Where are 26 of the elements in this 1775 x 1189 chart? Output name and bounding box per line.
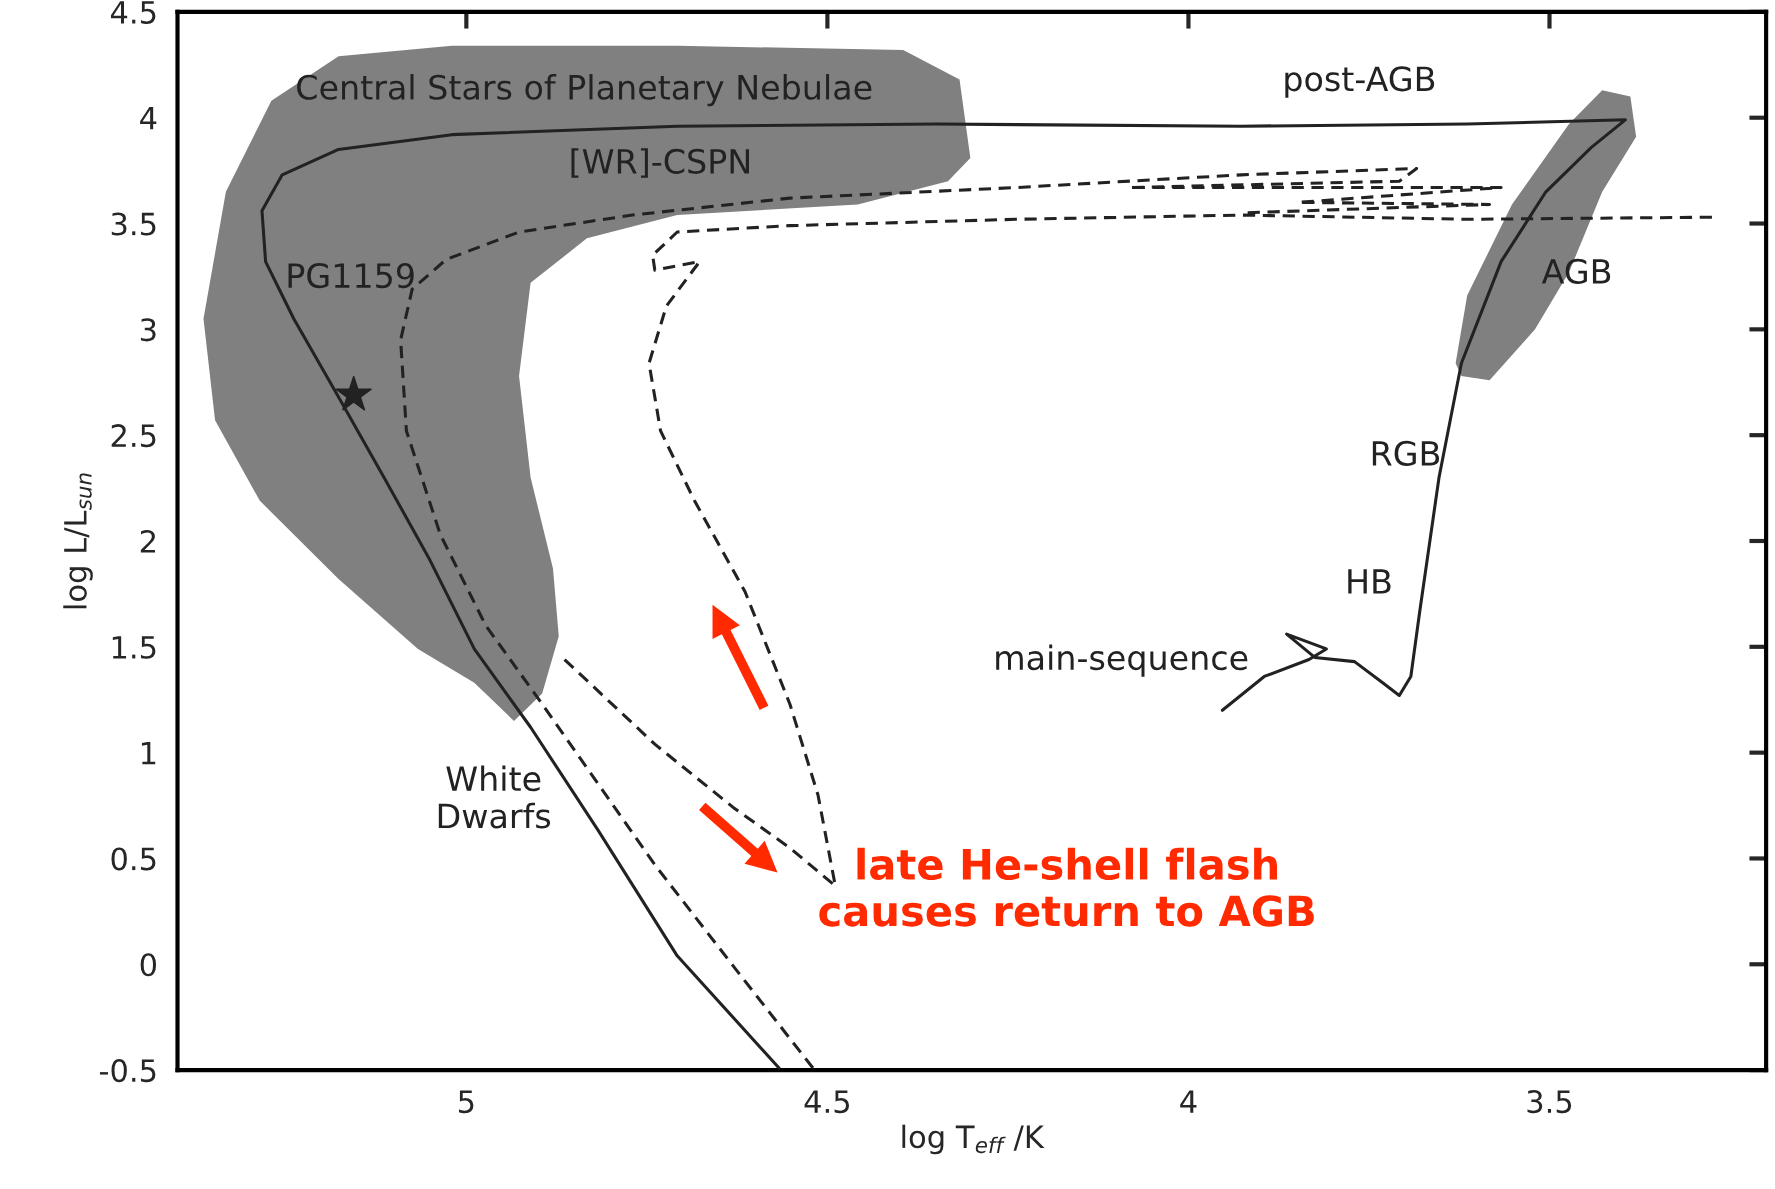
x-tick-label: 5 — [458, 1090, 474, 1114]
y-tick-label: 1.5 — [112, 636, 156, 659]
y-tick-label: 0.5 — [111, 847, 156, 871]
y-tick-label: 0 — [140, 953, 157, 977]
annotation: HB — [1348, 569, 1391, 594]
annotation: White Dwarfs — [438, 765, 551, 829]
annotation: post-AGB — [1285, 66, 1435, 98]
annotation: RGB — [1372, 440, 1440, 467]
y-tick-label: 4 — [140, 107, 157, 130]
annotation: PG1159 — [288, 263, 414, 289]
y-tick-label: 3 — [140, 318, 156, 342]
y-tick-label: 1 — [141, 741, 156, 765]
x-axis-title: log T$_{eff}$ /K — [902, 1124, 1045, 1155]
y-tick-label: 4.5 — [110, 1, 156, 24]
annotation: Central Stars of Planetary Nebulae — [297, 74, 872, 107]
x-tick-label: 3.5 — [1527, 1090, 1572, 1114]
y-tick-label: -0.5 — [99, 1059, 156, 1083]
annotation: late He-shell flash causes return to AGB — [819, 847, 1314, 927]
y-tick-label: 2.5 — [111, 424, 156, 448]
annotation: main-sequence — [996, 644, 1248, 677]
y-tick-label: 2 — [140, 529, 155, 553]
x-tick-label: 4.5 — [804, 1090, 850, 1114]
y-axis-title: log L/L$_{sun}$ — [63, 473, 93, 609]
x-tick-label: 4 — [1180, 1090, 1197, 1113]
y-tick-label: 3.5 — [111, 212, 156, 236]
annotation: [WR]-CSPN — [571, 148, 749, 178]
